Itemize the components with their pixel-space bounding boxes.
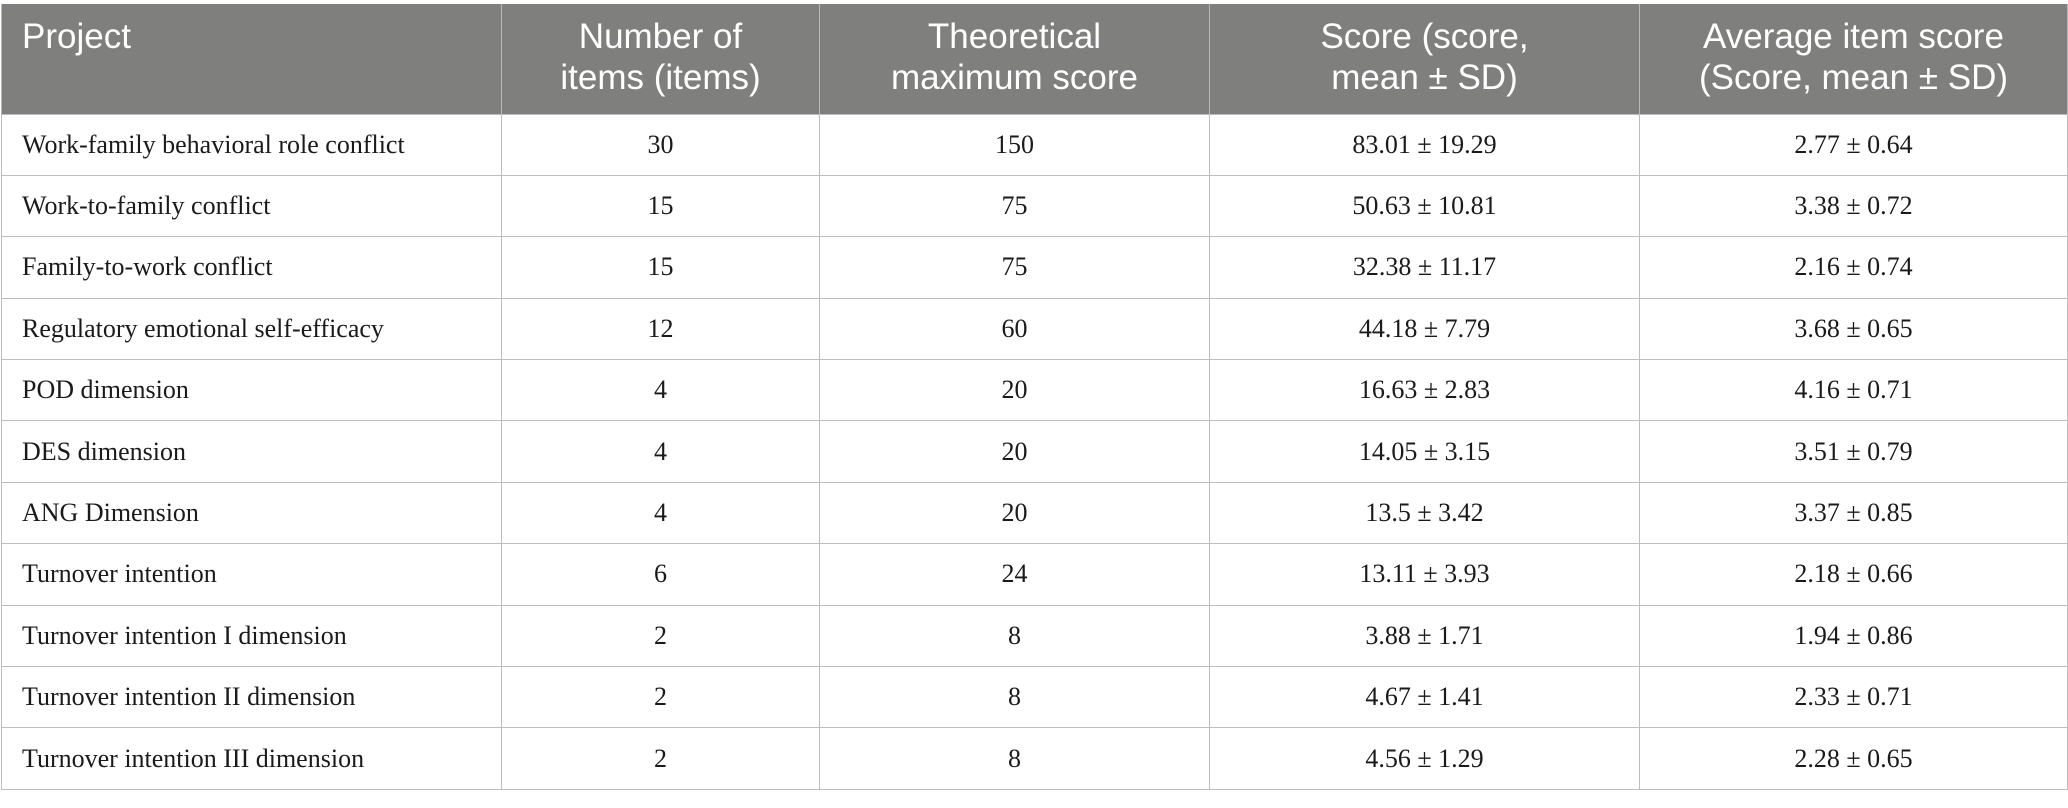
cell-score: 83.01 ± 19.29	[1209, 113, 1640, 176]
cell-number-of-items: 4	[501, 359, 820, 422]
cell-project: POD dimension	[1, 359, 502, 422]
cell-number-of-items: 4	[501, 481, 820, 545]
cell-average-item-score: 2.77 ± 0.64	[1639, 113, 2068, 176]
cell-project: Regulatory emotional self-efficacy	[1, 297, 502, 361]
header-theoretical-maximum-line-1: Theoretical	[927, 17, 1102, 56]
cell-number-of-items: 4	[501, 420, 820, 483]
header-project: Project	[1, 4, 502, 114]
cell-score: 3.88 ± 1.71	[1209, 604, 1640, 668]
cell-project: Work-family behavioral role conflict	[1, 113, 502, 176]
header-row: Project Number of items (items) Theoreti…	[1, 4, 2068, 114]
cell-project: Turnover intention I dimension	[1, 604, 502, 668]
cell-average-item-score: 3.38 ± 0.72	[1639, 174, 2068, 238]
cell-theoretical-maximum: 8	[819, 604, 1210, 668]
cell-score: 32.38 ± 11.17	[1209, 236, 1640, 299]
cell-number-of-items: 15	[501, 236, 820, 299]
header-number-of-items-line-1: Number of	[578, 17, 743, 56]
cell-theoretical-maximum: 20	[819, 420, 1210, 483]
cell-score: 4.56 ± 1.29	[1209, 727, 1640, 790]
cell-number-of-items: 2	[501, 604, 820, 668]
table-row: Turnover intention I dimension 2 8 3.88 …	[1, 604, 2068, 668]
header-average-item-score: Average item score (Score, mean ± SD)	[1639, 4, 2068, 114]
table-body: Work-family behavioral role conflict 30 …	[1, 113, 2068, 790]
header-score-line-1: Score (score,	[1320, 17, 1529, 56]
cell-project: Family-to-work conflict	[1, 236, 502, 299]
header-average-item-score-line-1: Average item score	[1703, 17, 2004, 56]
cell-number-of-items: 2	[501, 727, 820, 790]
header-number-of-items-line-2: items (items)	[560, 58, 761, 97]
cell-score: 44.18 ± 7.79	[1209, 297, 1640, 361]
cell-average-item-score: 3.37 ± 0.85	[1639, 481, 2068, 545]
cell-theoretical-maximum: 60	[819, 297, 1210, 361]
cell-score: 13.5 ± 3.42	[1209, 481, 1640, 545]
table-row: Regulatory emotional self-efficacy 12 60…	[1, 297, 2068, 361]
score-table-container: Project Number of items (items) Theoreti…	[0, 4, 2068, 790]
cell-theoretical-maximum: 24	[819, 543, 1210, 606]
cell-number-of-items: 2	[501, 666, 820, 729]
header-number-of-items: Number of items (items)	[501, 4, 820, 114]
table-row: Turnover intention 6 24 13.11 ± 3.93 2.1…	[1, 543, 2068, 606]
cell-project: Work-to-family conflict	[1, 174, 502, 238]
cell-number-of-items: 15	[501, 174, 820, 238]
cell-average-item-score: 3.51 ± 0.79	[1639, 420, 2068, 483]
cell-theoretical-maximum: 8	[819, 727, 1210, 790]
table-row: DES dimension 4 20 14.05 ± 3.15 3.51 ± 0…	[1, 420, 2068, 483]
cell-average-item-score: 2.16 ± 0.74	[1639, 236, 2068, 299]
header-project-line-1: Project	[22, 17, 131, 56]
table-row: Family-to-work conflict 15 75 32.38 ± 11…	[1, 236, 2068, 299]
cell-number-of-items: 6	[501, 543, 820, 606]
cell-theoretical-maximum: 150	[819, 113, 1210, 176]
header-score: Score (score, mean ± SD)	[1209, 4, 1640, 114]
cell-average-item-score: 2.33 ± 0.71	[1639, 666, 2068, 729]
table-row: ANG Dimension 4 20 13.5 ± 3.42 3.37 ± 0.…	[1, 481, 2068, 545]
header-score-line-2: mean ± SD)	[1331, 58, 1518, 97]
score-table: Project Number of items (items) Theoreti…	[1, 4, 2068, 790]
table-row: POD dimension 4 20 16.63 ± 2.83 4.16 ± 0…	[1, 359, 2068, 422]
cell-score: 13.11 ± 3.93	[1209, 543, 1640, 606]
header-theoretical-maximum-line-2: maximum score	[891, 58, 1138, 97]
cell-project: Turnover intention II dimension	[1, 666, 502, 729]
header-average-item-score-line-2: (Score, mean ± SD)	[1698, 58, 2009, 97]
cell-number-of-items: 30	[501, 113, 820, 176]
cell-theoretical-maximum: 75	[819, 236, 1210, 299]
table-row: Work-to-family conflict 15 75 50.63 ± 10…	[1, 174, 2068, 238]
cell-project: Turnover intention	[1, 543, 502, 606]
table-row: Turnover intention III dimension 2 8 4.5…	[1, 727, 2068, 790]
header-theoretical-maximum: Theoretical maximum score	[819, 4, 1210, 114]
table-header: Project Number of items (items) Theoreti…	[1, 4, 2068, 114]
cell-score: 14.05 ± 3.15	[1209, 420, 1640, 483]
cell-theoretical-maximum: 20	[819, 359, 1210, 422]
cell-project: Turnover intention III dimension	[1, 727, 502, 790]
cell-average-item-score: 2.28 ± 0.65	[1639, 727, 2068, 790]
cell-average-item-score: 4.16 ± 0.71	[1639, 359, 2068, 422]
cell-average-item-score: 1.94 ± 0.86	[1639, 604, 2068, 668]
cell-theoretical-maximum: 20	[819, 481, 1210, 545]
cell-project: DES dimension	[1, 420, 502, 483]
cell-average-item-score: 3.68 ± 0.65	[1639, 297, 2068, 361]
table-row: Turnover intention II dimension 2 8 4.67…	[1, 666, 2068, 729]
cell-score: 16.63 ± 2.83	[1209, 359, 1640, 422]
cell-theoretical-maximum: 8	[819, 666, 1210, 729]
cell-score: 50.63 ± 10.81	[1209, 174, 1640, 238]
cell-score: 4.67 ± 1.41	[1209, 666, 1640, 729]
cell-number-of-items: 12	[501, 297, 820, 361]
table-row: Work-family behavioral role conflict 30 …	[1, 113, 2068, 176]
cell-average-item-score: 2.18 ± 0.66	[1639, 543, 2068, 606]
cell-theoretical-maximum: 75	[819, 174, 1210, 238]
cell-project: ANG Dimension	[1, 481, 502, 545]
